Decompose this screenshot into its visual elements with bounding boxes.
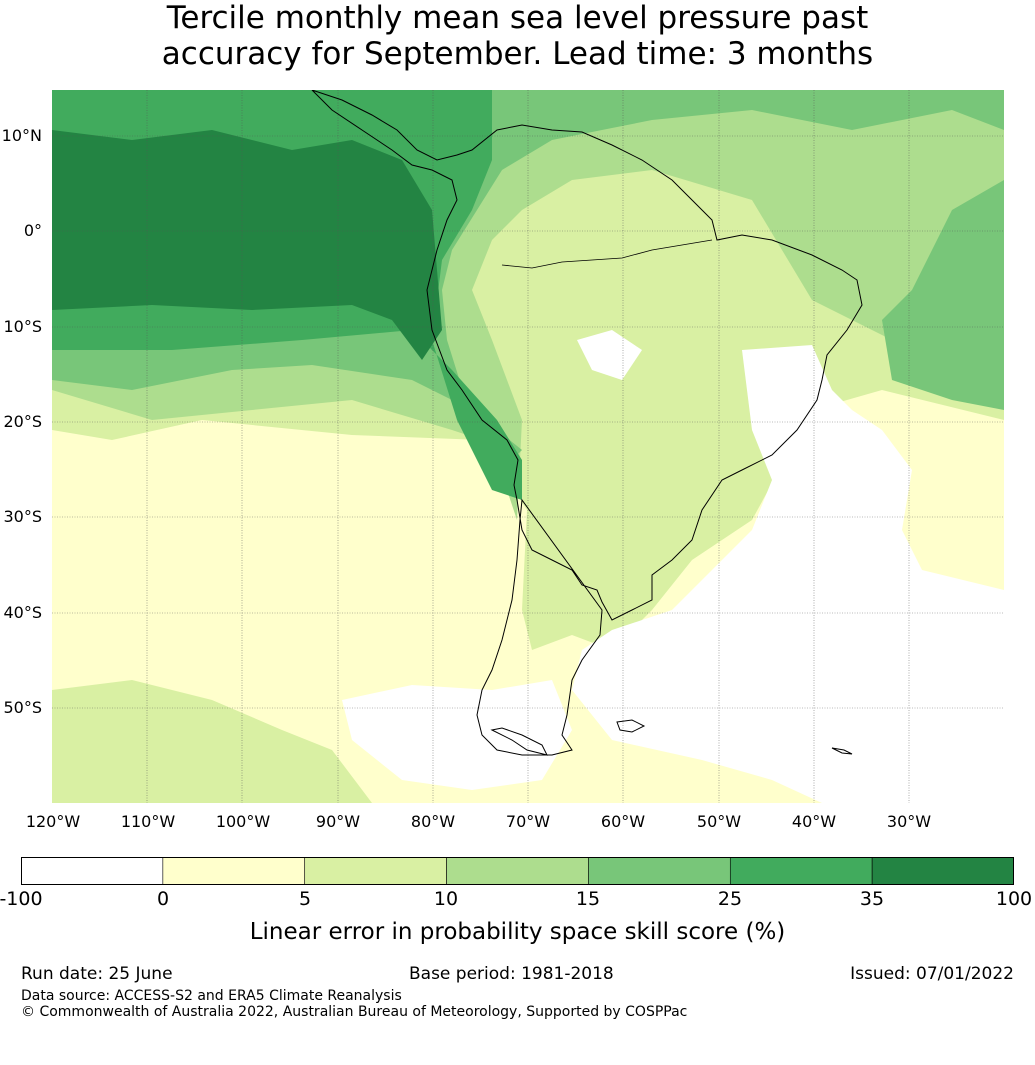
- colorbar: [21, 857, 1014, 885]
- lat-label-40s: 40°S: [3, 603, 42, 622]
- colorbar-tick-35: 35: [859, 888, 885, 910]
- title-line-1: Tercile monthly mean sea level pressure …: [166, 0, 869, 36]
- colorbar-bin-5-10: [304, 857, 447, 885]
- colorbar-tick-100: 100: [995, 888, 1033, 910]
- colorbar-tick-25: 25: [717, 888, 743, 910]
- colorbar-tick-neg100: -100: [0, 888, 43, 910]
- chart-title: Tercile monthly mean sea level pressure …: [0, 0, 1035, 72]
- run-date: Run date: 25 June: [21, 964, 173, 984]
- colorbar-bin-35-100: [871, 857, 1014, 885]
- band-neg-patch-2: [342, 680, 572, 790]
- data-source: Data source: ACCESS-S2 and ERA5 Climate …: [21, 988, 402, 1004]
- lat-label-10n: 10°N: [1, 126, 42, 145]
- colorbar-bin-10-15: [446, 857, 589, 885]
- coastline-tierra-del-fuego: [490, 727, 548, 756]
- colorbar-canvas: [21, 857, 1014, 885]
- issued-date: Issued: 07/01/2022: [850, 964, 1014, 984]
- copyright: © Commonwealth of Australia 2022, Austra…: [21, 1004, 688, 1020]
- gridlines: [52, 90, 1004, 803]
- skill-map: [52, 90, 1004, 803]
- lat-label-10s: 10°S: [3, 317, 42, 336]
- colorbar-bin-15-25: [588, 857, 731, 885]
- lon-label-70w: 70°W: [505, 812, 551, 831]
- base-period: Base period: 1981-2018: [409, 964, 614, 984]
- coastline-falklands: [616, 719, 646, 733]
- coastline-south-georgia: [831, 747, 853, 755]
- colorbar-bin--100-0: [21, 857, 164, 885]
- lat-label-20s: 20°S: [3, 412, 42, 431]
- lat-label-0: 0°: [23, 221, 42, 240]
- colorbar-bin-25-35: [729, 857, 873, 885]
- band-neg-patch-3: [577, 330, 642, 380]
- lon-label-60w: 60°W: [600, 812, 646, 831]
- title-line-2: accuracy for September. Lead time: 3 mon…: [161, 36, 874, 72]
- lon-label-100w: 100°W: [215, 812, 271, 831]
- lon-label-90w: 90°W: [315, 812, 361, 831]
- lon-label-80w: 80°W: [410, 812, 456, 831]
- lon-label-50w: 50°W: [696, 812, 742, 831]
- colorbar-label: Linear error in probability space skill …: [249, 919, 786, 945]
- river-amazon: [501, 239, 713, 269]
- lon-label-110w: 110°W: [120, 812, 176, 831]
- lon-label-30w: 30°W: [886, 812, 932, 831]
- lat-label-30s: 30°S: [3, 507, 42, 526]
- colorbar-tick-10: 10: [433, 888, 459, 910]
- lon-label-40w: 40°W: [791, 812, 837, 831]
- colorbar-tick-5: 5: [298, 888, 312, 910]
- colorbar-tick-0: 0: [156, 888, 170, 910]
- band-neg-100-0: [572, 345, 1004, 803]
- band-35-100: [52, 130, 442, 360]
- lon-label-120w: 120°W: [25, 812, 81, 831]
- skill-map-canvas: [52, 90, 1004, 803]
- coastline-south-america: [311, 90, 863, 756]
- colorbar-tick-15: 15: [575, 888, 601, 910]
- lat-label-50s: 50°S: [3, 698, 42, 717]
- colorbar-bin-0-5: [162, 857, 306, 885]
